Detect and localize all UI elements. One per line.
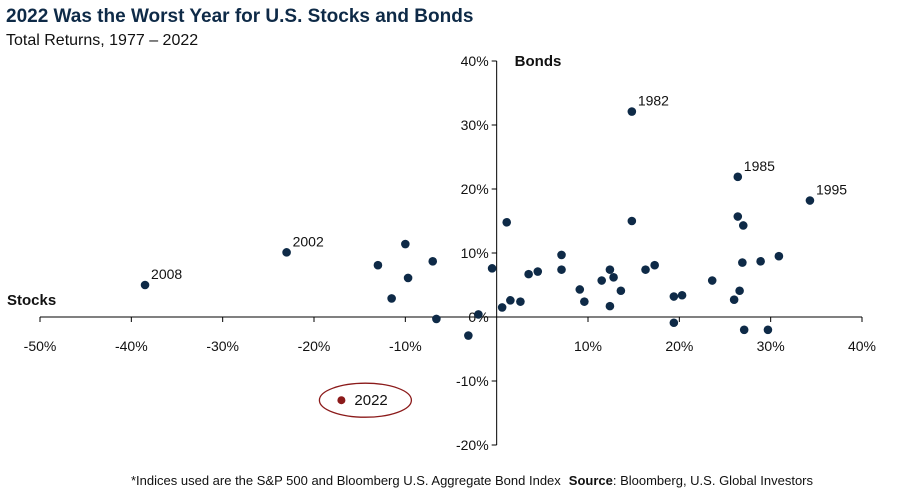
data-point [432,314,441,324]
source-label: Source [568,473,613,488]
data-point [669,292,679,301]
x-tick-label: -20% [298,338,331,354]
data-point [605,301,615,311]
data-point [575,285,585,294]
point-labels: 2008 2002 1982 1985 1995 [151,93,847,282]
data-point [282,248,291,257]
data-point [140,280,150,290]
data-point [650,260,659,270]
x-tick-label: -30% [206,338,239,354]
chart-subtitle: Total Returns, 1977 – 2022 [6,32,199,49]
footnote-note: *Indices used are the S&P 500 and Bloomb… [131,473,561,488]
data-point [387,294,396,303]
data-point [738,221,748,230]
data-point [774,251,784,261]
data-point [609,273,618,282]
footnote: *Indices used are the S&P 500 and Bloomb… [131,473,813,488]
point-label: 2002 [293,233,324,249]
data-point [502,217,512,227]
highlight-ring [318,382,413,418]
x-tick-label: -10% [389,338,422,354]
data-point [605,265,615,274]
y-tick-label: 40% [461,53,489,69]
data-point [401,239,410,249]
data-point [733,172,743,182]
point-label: 1985 [744,158,775,174]
x-tick-label: 40% [848,338,876,354]
y-tick-label: -20% [456,437,489,453]
data-point [707,276,717,285]
data-point [557,265,566,274]
data-point [533,267,543,276]
data-point [497,303,507,312]
data-point [627,107,637,116]
data-point [627,216,637,226]
data-point [641,265,650,274]
data-point [739,325,749,335]
x-tick-label: 10% [574,338,602,354]
data-point [677,290,687,300]
y-axis-title: Bonds [515,53,562,70]
y-tick-label: 30% [461,117,489,133]
data-point [487,264,497,273]
data-point [403,273,413,283]
data-point [597,276,606,285]
data-point [756,257,765,266]
data-point [506,296,515,305]
data-point [738,258,747,267]
data-point [464,331,473,340]
x-tick-label: 30% [757,338,785,354]
point-label: 1982 [638,93,669,109]
x-tick-label: -40% [115,338,148,354]
y-tick-label: 20% [461,181,489,197]
data-points [140,107,815,340]
data-point [735,286,744,296]
highlight-point [337,396,346,405]
axes [39,60,863,446]
x-tick-label: 20% [665,338,693,354]
y-tick-label: 10% [461,245,489,261]
data-point [616,286,626,296]
data-point [580,297,589,306]
data-point [729,295,739,305]
x-tick-label: -50% [24,338,57,354]
highlight-2022: 2022 [318,382,413,418]
point-label: 1995 [816,182,847,198]
tick-labels: -50% -40% -30% -20% -10% 10% 20% 30% 40%40%30%20… [7,53,876,453]
data-point [524,269,533,279]
data-point [428,257,438,266]
data-point [733,212,743,221]
x-axis-title: Stocks [7,292,56,309]
data-point [763,325,773,335]
highlight-label: 2022 [354,392,387,409]
data-point [516,297,525,306]
chart-title: 2022 Was the Worst Year for U.S. Stocks … [6,6,474,27]
data-point [474,310,483,319]
source-text: : Bloomberg, U.S. Global Investors [612,473,814,488]
data-point [373,260,383,270]
data-point [805,196,815,205]
data-point [669,318,679,328]
data-point [557,250,566,260]
point-label: 2008 [151,266,182,282]
y-tick-label: -10% [456,373,489,389]
